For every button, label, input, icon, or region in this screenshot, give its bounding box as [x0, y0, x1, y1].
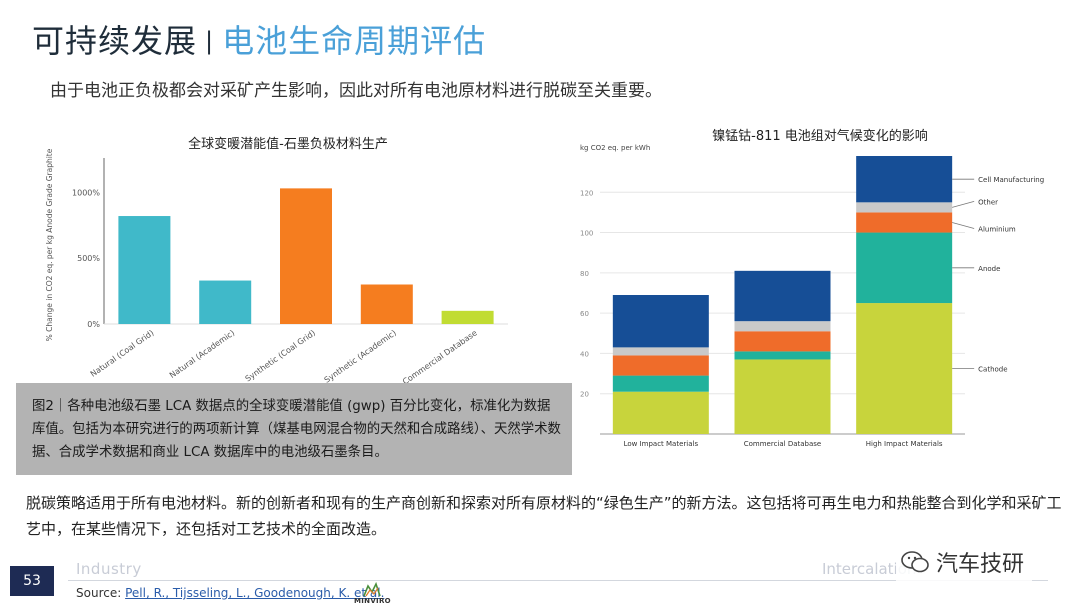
watermark-text: 汽车技研 [936, 552, 1025, 577]
graphite-gwp-chart: 全球变暖潜能值-石墨负极材料生产 0% 500% 1000% % Change in C… [45, 136, 508, 386]
y-tick-label: 100 [580, 230, 593, 238]
source-label: Source: [76, 586, 122, 600]
bar [199, 280, 252, 324]
chart-title: 全球变暖潜能值-石墨负极材料生产 [188, 136, 388, 152]
y-tick-label: 1000% [72, 188, 100, 197]
x-tick-label: Synthetic (Academic) [323, 328, 398, 384]
stacked-bar-segment [612, 391, 709, 434]
wechat-icon [901, 551, 929, 573]
title-sub: 电池生命周期评估 [222, 22, 487, 60]
watermark: 汽车技研 [896, 542, 1033, 582]
y-tick-label: 80 [580, 270, 589, 278]
footer-divider [68, 580, 1048, 581]
stacked-bar-segment [856, 303, 953, 434]
x-tick-label: Commercial Database [401, 328, 479, 386]
x-tick-label: High Impact Materials [866, 440, 943, 448]
page-number-badge: 53 [10, 566, 54, 596]
stacked-bar-segment [612, 355, 709, 376]
stacked-bar-segment [734, 359, 831, 434]
y-tick-label: 120 [580, 189, 593, 197]
legend-label: Aluminium [978, 225, 1016, 233]
x-tick-label: Natural (Academic) [168, 328, 237, 380]
source-link[interactable]: Pell, R., Tijsseling, L., Goodenough, K.… [125, 586, 385, 600]
stacked-bar-segment [734, 351, 831, 360]
y-tick-label: 500% [77, 254, 100, 263]
stacked-bar-segment [734, 331, 831, 352]
x-tick-label: Commercial Database [744, 440, 822, 448]
y-tick-label: 40 [580, 350, 589, 358]
y-tick-label: 0% [87, 320, 100, 329]
bar [441, 310, 494, 324]
x-tick-label: Natural (Coal Grid) [89, 328, 156, 379]
y-tick-label: 60 [580, 310, 589, 318]
bar [280, 188, 332, 324]
legend-leader-line [952, 222, 975, 229]
stacked-bar-segment [734, 321, 831, 332]
x-tick-label: Low Impact Materials [624, 440, 699, 448]
chart-title: 镍锰钴-811 电池组对气候变化的影响 [712, 128, 928, 144]
legend-label: Cathode [978, 366, 1007, 374]
stacked-bar-segment [856, 202, 953, 213]
page-title: 可持续发展 | 电池生命周期评估 [32, 16, 486, 62]
y-tick-label: 20 [580, 391, 589, 399]
x-tick-label: Synthetic (Coal Grid) [244, 328, 318, 383]
footer-right-label: Intercalation [822, 560, 917, 578]
footer-section-label: Industry [76, 560, 142, 578]
legend-label: Cell Manufacturing [978, 176, 1044, 184]
bar [118, 216, 171, 324]
stacked-bar-segment [856, 156, 953, 203]
title-separator: | [205, 27, 215, 55]
stacked-bar-segment [856, 232, 953, 304]
stacked-bar-segment [612, 375, 709, 392]
minviro-logo: MINVIRO [354, 581, 391, 606]
minviro-logo-icon [363, 581, 381, 597]
body-paragraph: 脱碳策略适用于所有电池材料。新的创新者和现有的生产商创新和探索对所有原材料的“绿… [26, 494, 1062, 538]
page-subtitle: 由于电池正负极都会对采矿产生影响，因此对所有电池原材料进行脱碳至关重要。 [50, 81, 662, 101]
legend-label: Other [978, 198, 998, 206]
title-main: 可持续发展 [32, 22, 198, 60]
bar [360, 284, 413, 324]
y-axis-label: % Change in CO2 eq. per kg Anode Grade G… [45, 148, 54, 341]
legend-leader-line [952, 200, 975, 208]
stacked-bar-segment [734, 270, 831, 322]
minviro-logo-text: MINVIRO [354, 597, 391, 605]
nmc811-climate-chart: 镍锰钴-811 电池组对气候变化的影响 kg CO2 eq. per kWh 20 4… [580, 128, 1044, 448]
stacked-bar-segment [612, 295, 709, 348]
legend-label: Anode [978, 265, 1000, 273]
figure-caption: 图2｜各种电池级石墨 LCA 数据点的全球变暖潜能值 (gwp) 百分比变化，标… [16, 383, 572, 475]
stacked-bar-segment [856, 212, 953, 233]
source-line: Source: Pell, R., Tijsseling, L., Gooden… [76, 586, 384, 600]
stacked-bar-segment [612, 347, 709, 356]
y-axis-label: kg CO2 eq. per kWh [580, 144, 650, 152]
